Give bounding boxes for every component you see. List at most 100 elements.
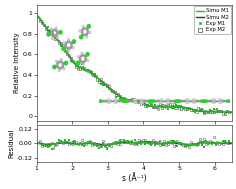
Point: [181, 144, 185, 147]
Point: [227, 140, 231, 143]
Point: [191, 108, 194, 112]
Point: [42, 143, 46, 146]
Circle shape: [77, 56, 79, 58]
Circle shape: [62, 63, 64, 65]
Point: [139, 139, 143, 142]
Point: [122, 141, 126, 144]
Point: [75, 142, 78, 145]
Point: [67, 54, 71, 57]
Point: [122, 139, 126, 142]
Point: [114, 143, 118, 146]
Point: [164, 144, 168, 147]
Point: [50, 32, 54, 35]
Point: [141, 140, 145, 143]
Point: [44, 145, 48, 148]
Point: [92, 74, 95, 77]
Point: [137, 139, 141, 142]
Point: [160, 143, 164, 146]
Point: [113, 90, 116, 93]
Circle shape: [212, 101, 216, 102]
Circle shape: [81, 54, 83, 56]
Point: [130, 98, 134, 101]
Circle shape: [107, 102, 110, 103]
Point: [151, 106, 155, 109]
Point: [95, 77, 99, 80]
Point: [97, 81, 101, 84]
Point: [80, 66, 84, 69]
Circle shape: [86, 28, 88, 30]
Point: [92, 142, 95, 145]
Circle shape: [166, 99, 169, 100]
Point: [177, 141, 181, 144]
Point: [227, 141, 231, 144]
Point: [151, 105, 155, 108]
Point: [42, 143, 46, 146]
Point: [118, 139, 122, 142]
Point: [179, 143, 183, 146]
Point: [55, 143, 59, 146]
Circle shape: [113, 100, 118, 101]
Circle shape: [114, 99, 117, 100]
Point: [38, 139, 42, 142]
Circle shape: [195, 100, 199, 102]
Point: [107, 87, 111, 90]
Point: [69, 141, 72, 144]
Point: [212, 107, 215, 110]
Point: [139, 103, 143, 106]
Circle shape: [113, 101, 118, 102]
Circle shape: [86, 36, 88, 38]
Point: [97, 79, 101, 82]
Point: [153, 104, 156, 107]
Point: [46, 29, 50, 32]
Point: [135, 143, 139, 146]
Point: [189, 144, 193, 147]
Circle shape: [63, 42, 65, 43]
Y-axis label: Relative Intensity: Relative Intensity: [14, 33, 21, 93]
Point: [122, 97, 126, 100]
Point: [114, 95, 118, 98]
Point: [124, 98, 128, 101]
Point: [124, 142, 128, 145]
Point: [128, 142, 132, 145]
Circle shape: [133, 100, 137, 101]
Point: [57, 41, 61, 44]
Point: [156, 105, 160, 108]
Point: [61, 141, 65, 144]
Point: [132, 98, 135, 101]
Point: [204, 109, 208, 112]
Circle shape: [150, 100, 156, 102]
Circle shape: [79, 30, 81, 32]
Point: [176, 104, 179, 107]
Point: [48, 31, 51, 34]
Point: [118, 95, 122, 98]
Point: [109, 142, 113, 145]
Point: [206, 110, 210, 113]
Point: [90, 72, 93, 75]
Point: [73, 140, 76, 143]
Point: [120, 98, 124, 101]
Point: [214, 109, 217, 112]
Circle shape: [166, 102, 169, 103]
Circle shape: [186, 102, 189, 103]
Point: [107, 142, 111, 145]
Circle shape: [143, 100, 147, 102]
Circle shape: [147, 100, 153, 102]
Point: [143, 104, 147, 107]
Point: [219, 109, 223, 112]
Point: [101, 142, 105, 145]
Point: [105, 83, 109, 86]
Point: [193, 143, 196, 146]
Point: [52, 34, 55, 37]
Point: [172, 145, 176, 148]
Point: [82, 69, 86, 72]
Point: [183, 107, 187, 110]
X-axis label: s (Å⁻¹): s (Å⁻¹): [122, 174, 147, 183]
Point: [134, 141, 137, 144]
Circle shape: [55, 35, 58, 37]
Point: [214, 110, 217, 113]
Circle shape: [134, 99, 137, 100]
Point: [76, 143, 80, 146]
Point: [164, 105, 168, 108]
Point: [177, 142, 181, 145]
Point: [55, 37, 59, 40]
